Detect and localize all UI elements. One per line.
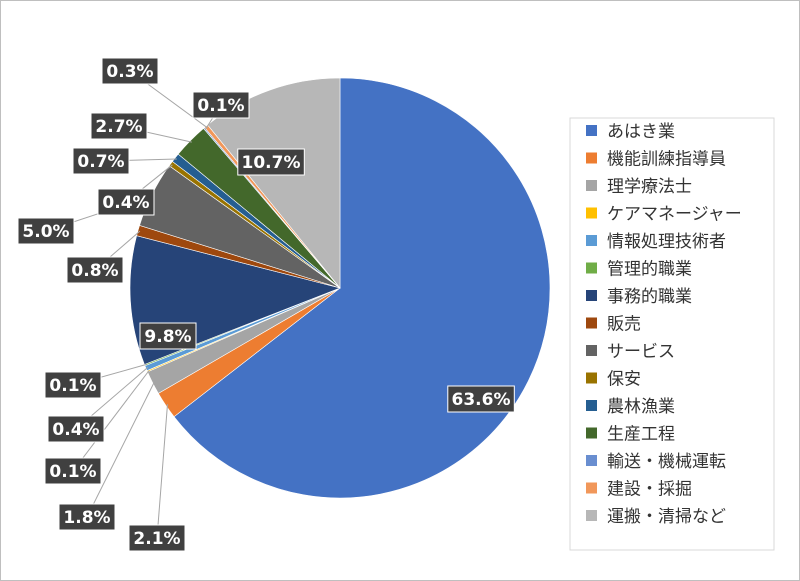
- legend-label-6: 事務的職業: [607, 287, 692, 307]
- data-label-11: 2.7%: [95, 117, 142, 137]
- legend-label-0: あはき業: [607, 122, 675, 142]
- legend: あはき業機能訓練指導員理学療法士ケアマネージャー情報処理技術者管理的職業事務的職…: [569, 117, 775, 551]
- data-label-box-12: [192, 91, 250, 119]
- legend-label-9: 保安: [607, 370, 641, 390]
- legend-label-5: 管理的職業: [607, 260, 692, 280]
- data-label-4: 0.4%: [52, 420, 99, 440]
- legend-label-10: 農林漁業: [607, 397, 675, 417]
- data-label-box-0: [447, 385, 515, 413]
- legend-label-11: 生産工程: [607, 425, 675, 445]
- legend-label-8: サービス: [607, 342, 675, 362]
- legend-label-3: ケアマネージャー: [607, 205, 742, 225]
- legend-label-14: 運搬・清掃など: [607, 507, 726, 527]
- legend-swatch-9: [586, 372, 597, 384]
- legend-swatch-0: [586, 125, 597, 136]
- data-label-5: 0.1%: [49, 376, 96, 396]
- data-label-box-4: [47, 415, 105, 443]
- leader-line-2: [86, 381, 155, 518]
- legend-swatch-14: [586, 510, 597, 521]
- legend-swatch-3: [586, 207, 597, 219]
- data-label-14: 10.7%: [242, 153, 301, 173]
- data-label-1: 2.1%: [133, 529, 180, 549]
- legend-swatch-4: [586, 235, 597, 246]
- legend-swatch-6: [586, 290, 597, 301]
- legend-label-4: 情報処理技術者: [607, 232, 726, 252]
- pie-slices: [129, 77, 551, 499]
- legend-label-13: 建設・採掘: [607, 480, 692, 500]
- legend-swatch-2: [586, 180, 597, 191]
- leader-line-3: [72, 370, 150, 472]
- data-label-2: 1.8%: [63, 508, 110, 528]
- data-label-box-11: [90, 112, 148, 140]
- data-label-box-7: [66, 256, 124, 284]
- data-label-box-8: [17, 217, 75, 245]
- data-label-box-5: [44, 371, 102, 399]
- data-label-12: 0.1%: [197, 96, 244, 116]
- legend-swatch-10: [586, 400, 597, 411]
- data-label-box-2: [58, 503, 116, 531]
- data-labels: 63.6% 2.1% 1.8% 0.1% 0.4% 0.1% 9.8% 0.8%5.0% 0.4…: [17, 57, 515, 552]
- data-label-box-9: [97, 188, 155, 216]
- legend-swatch-7: [586, 317, 597, 329]
- data-label-0: 63.6%: [452, 390, 511, 410]
- data-label-9: 0.4%: [102, 193, 149, 213]
- data-label-box-1: [128, 524, 186, 552]
- data-label-13: 0.3%: [106, 62, 153, 82]
- legend-label-1: 機能訓練指導員: [607, 150, 726, 170]
- data-label-3: 0.1%: [49, 462, 96, 482]
- legend-label-2: 理学療法士: [607, 177, 692, 197]
- legend-swatch-1: [586, 152, 597, 164]
- legend-swatch-11: [586, 427, 597, 439]
- legend-label-12: 輸送・機械運転: [607, 452, 726, 472]
- data-label-7: 0.8%: [71, 261, 118, 281]
- leader-line-1: [156, 404, 168, 539]
- data-label-6: 9.8%: [144, 327, 191, 347]
- data-label-box-13: [101, 57, 159, 85]
- data-label-box-6: [139, 322, 197, 350]
- legend-swatch-8: [586, 345, 597, 356]
- pie-slice-14: [207, 77, 341, 289]
- legend-swatch-12: [586, 455, 597, 466]
- legend-swatch-13: [586, 482, 597, 494]
- data-label-8: 5.0%: [22, 222, 69, 242]
- data-label-10: 0.7%: [77, 152, 124, 172]
- data-label-box-3: [44, 457, 102, 485]
- data-label-box-14: [237, 148, 305, 176]
- legend-label-7: 販売: [607, 315, 641, 335]
- legend-box: [569, 117, 775, 551]
- legend-swatch-5: [586, 262, 597, 274]
- data-label-box-10: [72, 147, 130, 175]
